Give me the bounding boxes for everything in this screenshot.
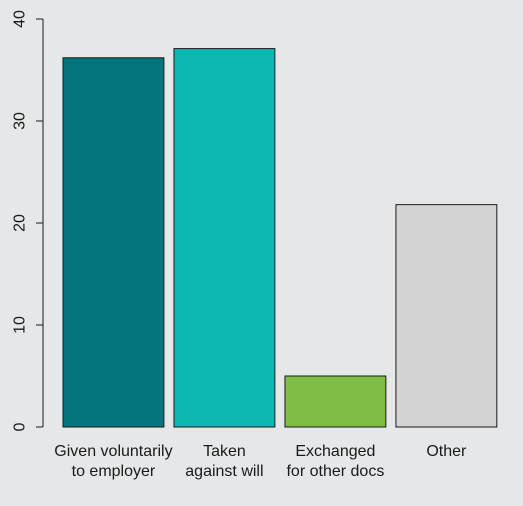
- bar: [173, 48, 276, 428]
- y-tick-label: 0: [12, 422, 29, 431]
- bars: [62, 48, 498, 428]
- y-tick-label: 30: [12, 112, 29, 130]
- y-tick-label: 40: [12, 10, 29, 28]
- x-category-label: Exchanged for other docs: [286, 443, 384, 480]
- x-category-label: Other: [426, 443, 467, 460]
- bar: [395, 204, 498, 428]
- bar: [62, 57, 165, 428]
- x-category-label: Given voluntarily to employer: [54, 443, 172, 480]
- y-tick-label: 10: [12, 316, 29, 334]
- bar: [284, 375, 387, 428]
- x-category-label: Taken against will: [185, 443, 263, 480]
- y-axis: 0 10 20 30 40: [12, 10, 44, 431]
- x-axis-labels: Given voluntarily to employer Taken against…: [54, 443, 467, 480]
- y-tick-label: 20: [12, 214, 29, 232]
